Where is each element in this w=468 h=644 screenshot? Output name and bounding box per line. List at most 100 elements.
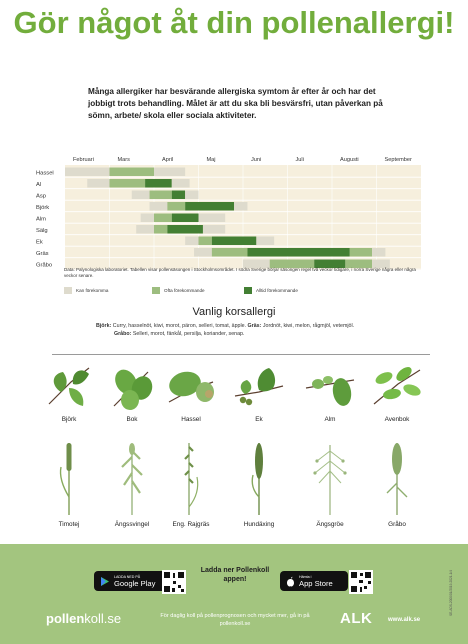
pollen-bar-hassel [65, 167, 110, 176]
pollen-bar-asp [131, 190, 150, 199]
pollen-bar-alm [171, 213, 199, 222]
section-divider [52, 354, 430, 355]
pollen-bar-björk [149, 202, 168, 211]
pollen-bar-al [145, 179, 172, 188]
plant-rajgras: Eng. Rajgräs [156, 437, 226, 528]
pollen-bar-asp [185, 190, 199, 199]
pollen-bar-gråbo [243, 259, 270, 268]
alk-url[interactable]: www.alk.se [388, 617, 421, 623]
month-label: Mars [118, 157, 131, 163]
row-label: Gråbo [36, 261, 52, 268]
qr-code-google[interactable] [162, 570, 186, 594]
chart-note: Data: Palynologiska laboratoriet. Tabell… [64, 267, 416, 278]
pollen-bar-ek [211, 236, 257, 245]
pollen-bar-ek [198, 236, 212, 245]
pollen-bar-hassel [109, 167, 154, 176]
month-labels: Februari Mars April Maj Juni Juli Augusti Septe… [73, 157, 412, 163]
pollen-bar-gräs [247, 248, 350, 257]
row-label: Hassel [36, 170, 54, 176]
legend-swatch-ofta [152, 287, 160, 294]
pollen-bar-gråbo [372, 259, 390, 268]
row-label: Gräs [36, 251, 49, 257]
plant-label: Ek [255, 416, 263, 423]
cross-allergy-title: Vanlig korsallergi [192, 306, 276, 318]
cross-allergy-line-1: Björk: Curry, hasselnöt, kiwi, morot, pä… [96, 322, 426, 330]
legend-label-alltid: Alltid förekommande [256, 288, 298, 293]
pollen-bar-gråbo [314, 259, 346, 268]
hornbeam-leaf-icon [373, 367, 421, 405]
document-code: SE-ADS-2000/01/2019-2021-1/4 [449, 569, 453, 616]
footer [0, 544, 468, 644]
legend-label-ofta: Ofta förekommande [164, 288, 205, 293]
google-play-button[interactable]: LADDA NED PÅ Google Play [94, 571, 168, 591]
plant-angsgroe: Ängsgröe [295, 437, 365, 528]
app-store-text: Hämta i App Store [299, 575, 333, 588]
cross-allergy-list: Björk: Curry, hasselnöt, kiwi, morot, pä… [96, 322, 426, 338]
legend-label-kan: Kan förekomma [76, 288, 109, 293]
pollen-bar-gräs [349, 248, 373, 257]
row-label: Al [36, 182, 41, 188]
app-store-big: App Store [299, 578, 333, 588]
plant-avenbok: Avenbok [362, 362, 432, 423]
plant-alm: Alm [295, 362, 365, 423]
pollen-bar-björk [234, 202, 248, 211]
pollen-bar-sälg [136, 225, 154, 234]
pollen-bar-gräs [372, 248, 386, 257]
pollen-bar-alm [198, 213, 226, 222]
pollen-bar-gräs [211, 248, 248, 257]
elm-leaf-icon [305, 376, 355, 406]
qr-code-apple[interactable] [349, 570, 373, 594]
legend-item-ofta: Ofta förekommande [152, 287, 205, 294]
google-play-text: LADDA NED PÅ Google Play [114, 575, 155, 588]
cross-text-grabo: Selleri, morot, fänkål, persilja, korian… [132, 331, 245, 337]
plant-hundaxing: Hundäxing [224, 437, 294, 528]
plant-angssvingel: Ängssvingel [97, 437, 167, 528]
legend-swatch-alltid [244, 287, 252, 294]
pollen-bar-ek [256, 236, 275, 245]
month-label: Maj [207, 157, 216, 163]
row-label: Sälg [36, 228, 48, 234]
page-title: Gör något åt din pollenallergi! [0, 6, 468, 40]
plant-label: Gråbo [388, 521, 406, 528]
app-store-button[interactable]: Hämta i App Store [280, 571, 348, 591]
pollen-bar-sälg [167, 225, 203, 234]
plant-ek: Ek [224, 362, 294, 423]
app-store-small: Hämta i [299, 574, 312, 579]
hazel-leaf-icon [168, 371, 214, 403]
pollen-bar-al [87, 179, 110, 188]
pollen-bar-björk [167, 202, 186, 211]
month-label: April [162, 157, 173, 163]
legend-item-alltid: Alltid förekommande [244, 287, 298, 294]
apple-icon [287, 576, 294, 586]
plant-label: Timotej [58, 521, 80, 528]
oak-leaf-icon [234, 368, 284, 406]
month-label: Juli [296, 157, 304, 163]
plant-label: Avenbok [384, 416, 410, 423]
plant-label: Hundäxing [243, 521, 275, 528]
alk-logo: ALK [340, 610, 373, 627]
page-title-text: Gör något åt din pollenallergi! [13, 5, 455, 40]
plant-label: Björk [61, 416, 77, 423]
pollen-bar-gråbo [269, 259, 315, 268]
pollen-bar-hassel [154, 167, 186, 176]
download-app-text: Ladda ner Pollenkoll appen! [200, 567, 270, 583]
plant-grabo: Gråbo [362, 437, 432, 528]
plant-label: Hassel [181, 416, 201, 423]
intro-text: Många allergiker har besvärande allergis… [88, 87, 383, 120]
cross-text-gras: Jordnöt, kiwi, melon, rågmjöl, vetemjöl. [262, 323, 355, 329]
brand-lite: koll.se [84, 611, 122, 626]
beech-leaf-icon [113, 369, 153, 410]
pollenkoll-logo: pollenkoll.se [46, 611, 121, 626]
meadow-fescue-icon [121, 443, 143, 515]
legend-swatch-kan [64, 287, 72, 294]
google-play-big: Google Play [114, 578, 156, 588]
pollen-bar-asp [149, 190, 172, 199]
row-label: Ek [36, 239, 43, 245]
cross-allergy-line-2: Gråbo: Selleri, morot, fänkål, persilja,… [96, 330, 426, 338]
pollen-bar-alm [140, 213, 154, 222]
plant-label: Alm [324, 416, 336, 423]
row-label: Alm [36, 216, 46, 222]
ryegrass-icon [184, 443, 199, 515]
birch-leaf-icon [48, 367, 90, 406]
pollen-bar-al [109, 179, 146, 188]
